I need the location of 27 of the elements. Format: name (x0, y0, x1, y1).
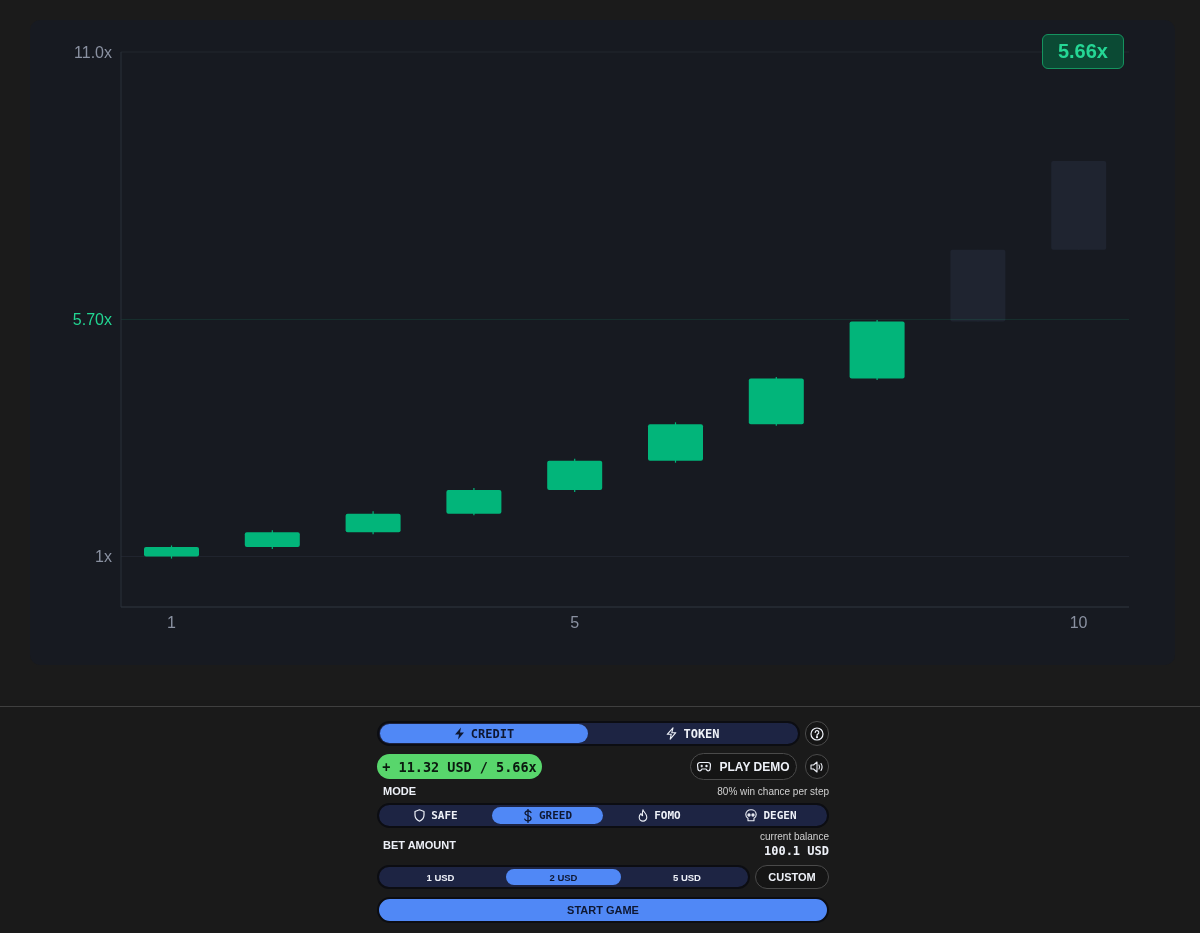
tab-button[interactable]: 2 USD (506, 869, 621, 885)
text: BET AMOUNT (383, 839, 456, 851)
ref-line-label: 5.70x (72, 311, 112, 329)
x-tick-label: 1 (166, 614, 176, 632)
tab-button[interactable]: SAFE (380, 807, 492, 824)
text: current balance (760, 831, 829, 842)
y-tick-label: 1x (95, 548, 112, 566)
tab-button[interactable]: CREDIT (380, 724, 588, 743)
sound-button[interactable] (805, 754, 829, 779)
tab-button[interactable]: GREED (492, 807, 603, 824)
badge: + 11.32 USD / 5.66x (377, 754, 542, 779)
button[interactable]: START GAME (377, 897, 829, 923)
text: MODE (383, 785, 416, 797)
help-button[interactable] (805, 721, 829, 746)
tab-button[interactable]: FOMO (603, 807, 716, 824)
button[interactable]: CUSTOM (755, 865, 829, 889)
tab-button[interactable]: 1 USD (381, 869, 500, 885)
annotation: 5.66x (1041, 34, 1124, 69)
tab-button[interactable]: DEGEN (716, 807, 826, 824)
text: 100.1 USD (763, 844, 829, 858)
x-tick-label: 5 (570, 614, 580, 632)
y-tick-label: 11.0x (74, 43, 112, 61)
text: 80% win chance per step (717, 785, 829, 797)
tab-button[interactable]: 5 USD (628, 869, 746, 885)
button[interactable]: PLAY DEMO (690, 753, 797, 780)
x-tick-label: 10 (1069, 614, 1088, 632)
tab-button[interactable]: TOKEN (589, 724, 797, 743)
